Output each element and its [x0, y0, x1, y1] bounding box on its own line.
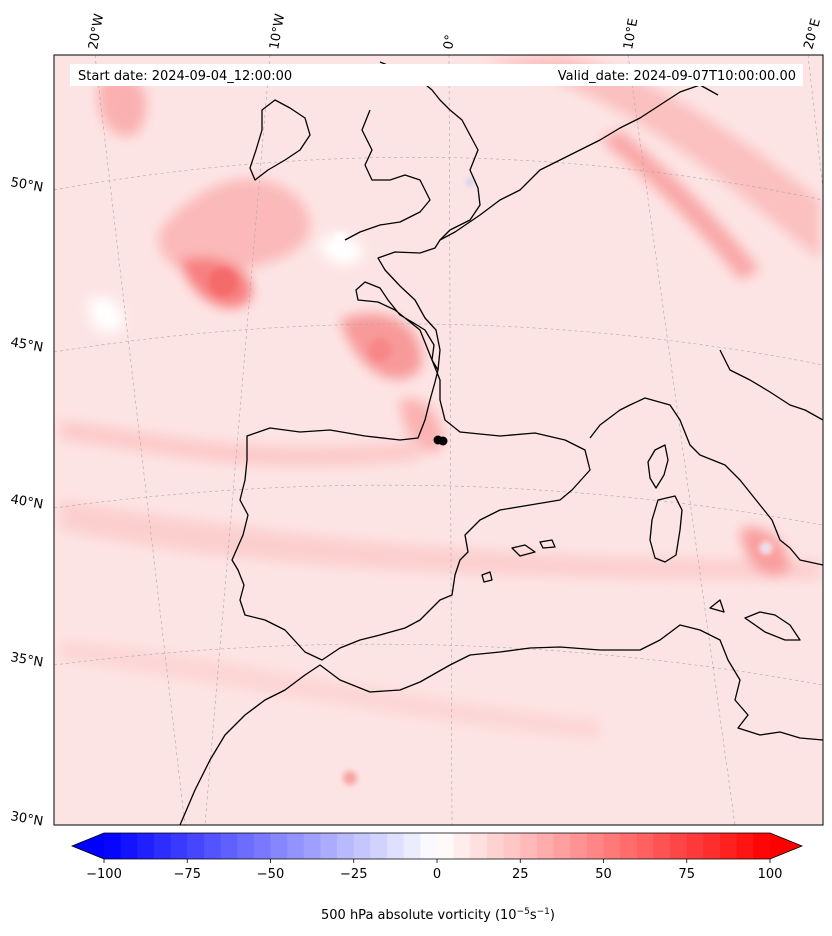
- colorbar-cell: [503, 833, 521, 859]
- colorbar-cell: [536, 833, 555, 859]
- colorbar-cell: [703, 833, 721, 859]
- colorbar-tick-label: 100: [758, 867, 783, 882]
- colorbar-tick-label: −100: [86, 867, 122, 882]
- colorbar-cell: [137, 833, 155, 859]
- colorbar-extend-high: [770, 833, 802, 859]
- colorbar-tick-label: 25: [512, 867, 529, 882]
- colorbar-cell: [520, 833, 538, 859]
- colorbar-cell: [486, 833, 505, 859]
- lon-label-0: 0°: [441, 34, 458, 51]
- colorbar-cell: [420, 833, 438, 859]
- colorbar-tick-label: −75: [174, 867, 201, 882]
- colorbar-cell: [603, 833, 621, 859]
- lat-label-40n: 40°N: [9, 492, 44, 512]
- lat-label-35n: 35°N: [9, 650, 44, 670]
- start-date-label: Start date: 2024-09-04_12:00:00: [78, 69, 292, 84]
- header-box: [70, 64, 803, 86]
- lon-label-10w: 10°W: [267, 13, 288, 51]
- colorbar-cell: [253, 833, 271, 859]
- colorbar-cell: [237, 833, 255, 859]
- colorbar: −100 −75 −50 −25 0 25 50 75 100 500 hPa absolute…: [70, 832, 804, 923]
- lon-label-20w: 20°W: [86, 13, 107, 51]
- colorbar-cell: [437, 833, 455, 859]
- lat-label-45n: 45°N: [9, 335, 44, 355]
- graticule: [54, 55, 823, 825]
- colorbar-extend-low: [72, 833, 104, 859]
- lat-label-50n: 50°N: [9, 175, 44, 195]
- colorbar-ticks: −100 −75 −50 −25 0 25 50 75 100: [86, 859, 782, 882]
- colorbar-cell: [636, 833, 654, 859]
- colorbar-cell: [553, 833, 571, 859]
- colorbar-cell: [653, 833, 671, 859]
- longitude-labels: 20°W 10°W 0° 10°E 20°E: [86, 13, 824, 51]
- coastlines: [179, 61, 823, 825]
- colorbar-cell: [287, 833, 305, 859]
- colorbar-cell: [303, 833, 321, 859]
- colorbar-cell: [686, 833, 704, 859]
- colorbar-cell: [753, 833, 771, 859]
- lat-label-30n: 30°N: [9, 809, 44, 829]
- valid-date-label: Valid_date: 2024-09-07T10:00:00.00: [558, 69, 796, 84]
- colorbar-cell: [170, 833, 188, 859]
- colorbar-cell: [720, 833, 738, 859]
- map-frame: [53, 54, 824, 826]
- colorbar-cell: [470, 833, 488, 859]
- colorbar-cell: [403, 833, 421, 859]
- colorbar-cell: [736, 833, 754, 859]
- colorbar-tick-label: −25: [340, 867, 367, 882]
- map-panel: Start date: 2024-09-04_12:00:00 Valid_da…: [9, 13, 824, 830]
- colorbar-cell: [153, 833, 172, 859]
- colorbar-cell: [270, 833, 288, 859]
- colorbar-cell: [337, 833, 355, 859]
- colorbar-label-exp1: −5: [517, 907, 530, 917]
- colorbar-cells: [104, 833, 771, 859]
- colorbar-cell: [370, 833, 388, 859]
- vorticity-field: [60, 55, 820, 740]
- colorbar-cell: [570, 833, 588, 859]
- colorbar-cell: [220, 833, 238, 859]
- colorbar-cell: [104, 833, 122, 859]
- colorbar-cell: [320, 833, 338, 859]
- storm-center-marker: [433, 435, 448, 446]
- colorbar-cell: [453, 833, 471, 859]
- colorbar-tick-label: 50: [595, 867, 612, 882]
- colorbar-cell: [586, 833, 604, 859]
- colorbar-cell: [187, 833, 205, 859]
- latitude-labels: 50°N 45°N 40°N 35°N 30°N: [9, 175, 44, 829]
- colorbar-cell: [203, 833, 222, 859]
- colorbar-tick-label: −50: [257, 867, 284, 882]
- colorbar-cell: [120, 833, 138, 859]
- lon-label-10e: 10°E: [621, 17, 641, 50]
- colorbar-cell: [620, 833, 638, 859]
- colorbar-tick-label: 75: [678, 867, 695, 882]
- colorbar-cell: [387, 833, 405, 859]
- colorbar-cell: [670, 833, 688, 859]
- colorbar-label-exp2: −1: [537, 907, 550, 917]
- colorbar-tick-label: 0: [433, 867, 441, 882]
- colorbar-label: 500 hPa absolute vorticity (10−5s−1): [321, 907, 555, 923]
- colorbar-cell: [353, 833, 371, 859]
- lon-label-20e: 20°E: [801, 17, 824, 51]
